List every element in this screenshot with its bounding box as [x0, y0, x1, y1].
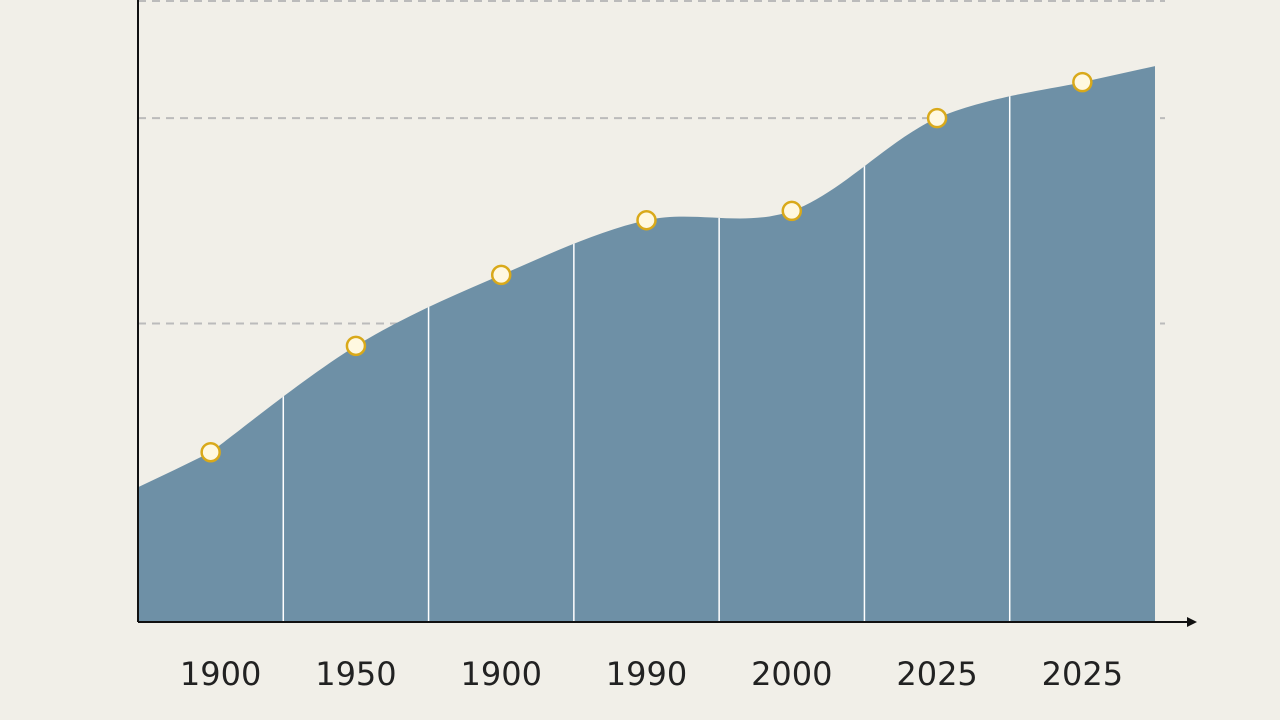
- point-marker: [200, 441, 221, 463]
- point-marker: [781, 200, 803, 222]
- x-tick-label: 1900: [460, 655, 541, 693]
- point-marker: [926, 107, 948, 129]
- x-tick-label: 1990: [606, 655, 687, 693]
- x-tick-label: 2025: [1042, 655, 1123, 693]
- x-tick-label: 1950: [315, 655, 396, 693]
- point-marker: [1072, 71, 1093, 93]
- x-tick-label: 2000: [751, 655, 832, 693]
- point-marker: [636, 209, 657, 231]
- point-marker: [490, 264, 512, 286]
- area: [138, 66, 1155, 622]
- x-tick-label: 2025: [896, 655, 977, 693]
- x-tick-label: 1900: [180, 655, 261, 693]
- point-marker: [345, 335, 367, 357]
